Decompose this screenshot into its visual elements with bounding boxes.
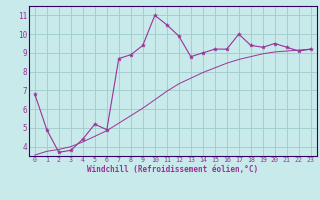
X-axis label: Windchill (Refroidissement éolien,°C): Windchill (Refroidissement éolien,°C) [87,165,258,174]
